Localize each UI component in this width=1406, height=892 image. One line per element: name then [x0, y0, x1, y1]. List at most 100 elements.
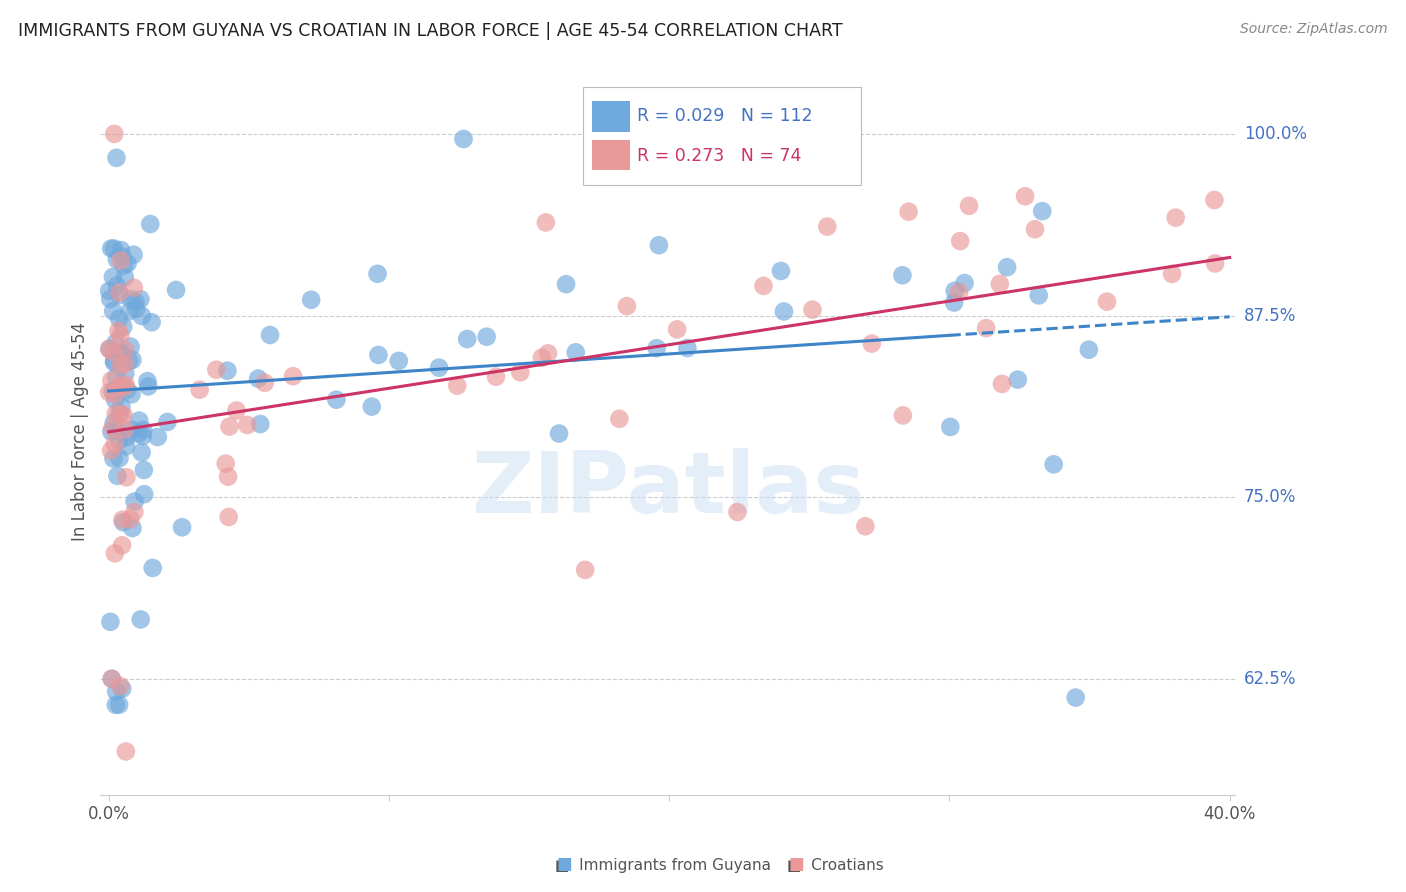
Point: [98, 292, 121, 306]
Point: [104, 335, 127, 350]
Point: [616, 299, 638, 313]
Point: [114, 367, 136, 381]
Point: [108, 433, 131, 447]
Point: [218, 510, 240, 524]
Point: [101, 421, 124, 435]
Point: [101, 304, 124, 318]
Point: [1204, 256, 1226, 270]
Point: [253, 376, 276, 390]
Point: [128, 426, 150, 441]
Point: [897, 204, 920, 219]
Point: [103, 451, 125, 466]
Point: [114, 343, 136, 357]
Point: [548, 426, 571, 441]
Point: [103, 355, 125, 369]
Point: [215, 457, 238, 471]
Point: [129, 612, 152, 626]
Point: [100, 443, 122, 458]
Point: [114, 357, 136, 371]
Text: R = 0.273   N = 74: R = 0.273 N = 74: [637, 146, 801, 165]
Point: [188, 383, 211, 397]
Point: [118, 304, 141, 318]
Point: [122, 248, 145, 262]
Point: [112, 259, 135, 273]
Point: [118, 354, 141, 368]
Point: [485, 369, 508, 384]
Point: [939, 420, 962, 434]
Point: [100, 425, 122, 439]
Text: R = 0.029   N = 112: R = 0.029 N = 112: [637, 107, 813, 126]
Text: ■: ■: [789, 855, 804, 873]
Point: [953, 276, 976, 290]
Point: [104, 407, 127, 421]
Point: [104, 393, 127, 408]
Point: [132, 429, 155, 443]
Point: [249, 417, 271, 431]
Point: [132, 423, 155, 437]
Point: [1204, 193, 1226, 207]
Point: [98, 284, 121, 298]
Point: [725, 505, 748, 519]
Point: [100, 615, 122, 629]
Point: [121, 521, 143, 535]
Point: [509, 365, 531, 379]
Point: [105, 151, 128, 165]
Point: [1028, 288, 1050, 302]
Point: [108, 285, 131, 300]
Point: [114, 270, 136, 285]
Point: [769, 264, 792, 278]
Point: [111, 538, 134, 552]
Point: [125, 301, 148, 316]
Point: [139, 217, 162, 231]
Point: [388, 354, 411, 368]
Point: [111, 250, 134, 264]
Point: [136, 379, 159, 393]
Point: [974, 321, 997, 335]
Point: [564, 345, 586, 359]
Point: [103, 242, 125, 256]
Point: [101, 345, 124, 359]
Point: [1031, 204, 1053, 219]
Point: [115, 439, 138, 453]
Point: [281, 369, 304, 384]
Point: [534, 215, 557, 229]
Point: [98, 342, 121, 356]
Point: [124, 494, 146, 508]
Point: [475, 329, 498, 343]
Text: ZIPatlas: ZIPatlas: [471, 449, 865, 532]
Text: 62.5%: 62.5%: [1244, 670, 1296, 688]
Point: [988, 277, 1011, 291]
Point: [120, 512, 142, 526]
Point: [110, 400, 132, 414]
Point: [170, 520, 193, 534]
Point: [108, 288, 131, 302]
Point: [101, 672, 124, 686]
Text: ■: ■: [557, 855, 572, 873]
Point: [136, 374, 159, 388]
Point: [217, 469, 239, 483]
Point: [108, 379, 131, 393]
Point: [105, 370, 128, 384]
Point: [225, 403, 247, 417]
Point: [111, 513, 134, 527]
Point: [943, 284, 966, 298]
Point: [367, 348, 389, 362]
Point: [110, 345, 132, 359]
Point: [815, 219, 838, 234]
Point: [146, 430, 169, 444]
Point: [110, 407, 132, 421]
Point: [112, 319, 135, 334]
Point: [299, 293, 322, 307]
Point: [555, 277, 578, 292]
Point: [110, 253, 132, 268]
Text: Source: ZipAtlas.com: Source: ZipAtlas.com: [1240, 22, 1388, 37]
Point: [108, 311, 131, 326]
Point: [1014, 189, 1036, 203]
Point: [103, 353, 125, 368]
Point: [752, 278, 775, 293]
Point: [991, 376, 1014, 391]
Point: [648, 238, 671, 252]
Point: [98, 385, 121, 400]
Point: [121, 423, 143, 437]
Text: ■  Immigrants from Guyana: ■ Immigrants from Guyana: [555, 858, 772, 872]
